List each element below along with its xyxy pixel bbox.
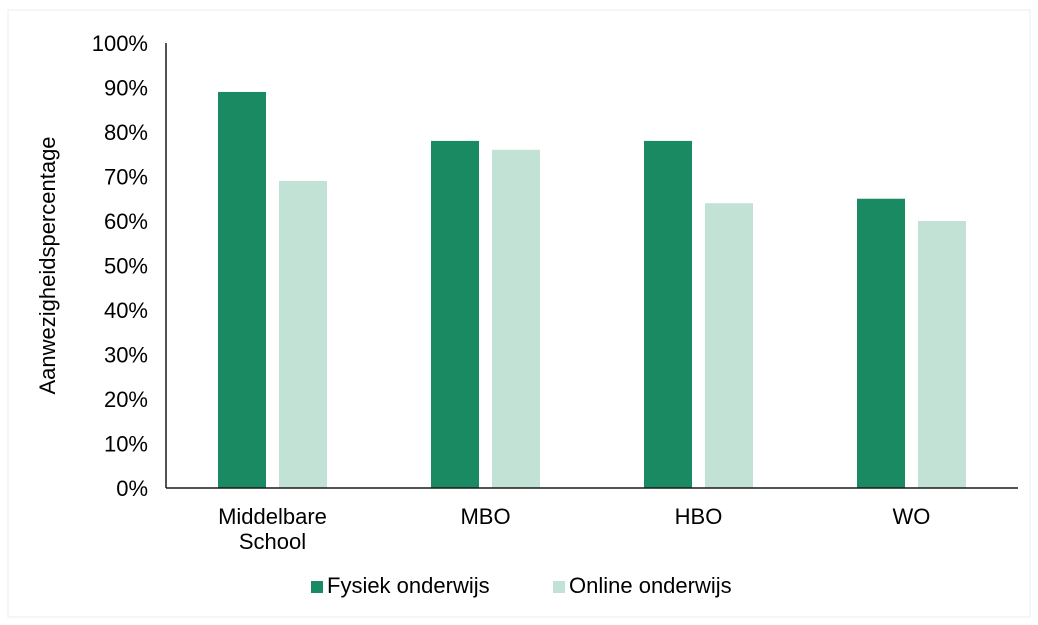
bar-online-onderwijs-0 (279, 180, 327, 488)
y-tick-label: 60% (104, 209, 148, 234)
legend: Fysiek onderwijs Online onderwijs (311, 573, 732, 598)
bar-online-onderwijs-2 (705, 203, 753, 488)
y-tick-labels: 0% 10% 20% 30% 40% 50% 60% 70% 80% 90% 100% (92, 31, 148, 501)
axes-layer (165, 43, 1018, 489)
y-tick-label: 0% (116, 476, 148, 501)
x-category-label: MBO (460, 504, 510, 529)
bars-layer (218, 91, 966, 489)
x-category-label-line: WO (893, 504, 931, 529)
bar-fysiek-onderwijs-2 (644, 140, 692, 488)
x-category-label: WO (893, 504, 931, 529)
bar-online-onderwijs-3 (918, 221, 966, 488)
y-tick-label: 90% (104, 76, 148, 101)
bar-fysiek-onderwijs-3 (857, 198, 905, 488)
y-tick-label: 100% (92, 31, 148, 56)
legend-swatch-online-onderwijs (553, 581, 565, 593)
bar-fysiek-onderwijs-0 (218, 91, 266, 488)
x-category-label-line: School (239, 529, 306, 554)
y-tick-label: 20% (104, 387, 148, 412)
x-category-label: Middelbare School (218, 504, 327, 554)
y-axis-title: Aanwezigheidspercentage (35, 136, 60, 394)
y-tick-label: 50% (104, 254, 148, 279)
legend-label-online-onderwijs: Online onderwijs (569, 573, 732, 598)
x-category-labels: Middelbare School MBO HBO WO (218, 504, 930, 554)
x-category-label: HBO (675, 504, 723, 529)
x-category-label-line: HBO (675, 504, 723, 529)
y-tick-label: 30% (104, 343, 148, 368)
x-category-label-line: MBO (460, 504, 510, 529)
legend-swatch-fysiek-onderwijs (311, 581, 323, 593)
legend-label-fysiek-onderwijs: Fysiek onderwijs (327, 573, 490, 598)
y-tick-label: 80% (104, 120, 148, 145)
bar-online-onderwijs-1 (492, 149, 540, 489)
y-tick-label: 10% (104, 432, 148, 457)
bar-fysiek-onderwijs-1 (431, 140, 479, 488)
y-tick-label: 70% (104, 165, 148, 190)
y-tick-label: 40% (104, 298, 148, 323)
x-category-label-line: Middelbare (218, 504, 327, 529)
